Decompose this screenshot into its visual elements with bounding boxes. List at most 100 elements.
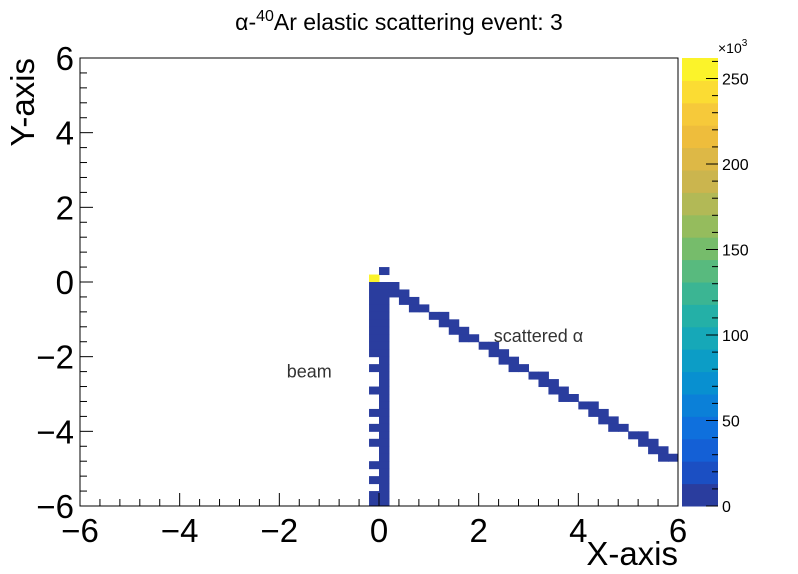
colorbar-segment bbox=[682, 394, 718, 417]
bin-cell bbox=[598, 408, 609, 417]
colorbar-segment bbox=[682, 125, 718, 149]
bin-cell bbox=[379, 267, 390, 276]
colorbar-tick-label: 150 bbox=[722, 243, 749, 260]
x-axis-label: X-axis bbox=[586, 535, 678, 572]
bin-cell bbox=[588, 401, 599, 410]
x-tick-labels: −6 −4 −2 0 2 4 6 bbox=[61, 512, 687, 549]
bin-cell bbox=[379, 438, 390, 447]
bin-cell bbox=[369, 304, 380, 313]
y-tick-label: −2 bbox=[36, 339, 74, 376]
colorbar-segment bbox=[682, 371, 718, 395]
x-tick-label: 2 bbox=[469, 512, 487, 549]
bin-cell bbox=[379, 282, 390, 290]
bin-cell bbox=[608, 416, 619, 425]
x-tick-label: 0 bbox=[370, 512, 388, 549]
bin-cell bbox=[468, 334, 480, 343]
annotations: beam scattered α bbox=[287, 326, 583, 381]
bin-cell bbox=[668, 453, 679, 462]
annotation-label: scattered α bbox=[494, 326, 583, 346]
annotation-label: beam bbox=[287, 362, 332, 382]
bin-cell bbox=[369, 341, 380, 350]
bin-cell bbox=[528, 371, 539, 380]
bin-cell bbox=[458, 334, 470, 343]
colorbar-segment bbox=[682, 326, 718, 350]
bin-cell bbox=[369, 364, 380, 373]
colorbar-segment bbox=[682, 80, 718, 104]
bin-cell bbox=[369, 326, 380, 335]
bin-cell bbox=[548, 386, 559, 395]
bin-cell bbox=[369, 274, 380, 283]
bin-cell bbox=[379, 326, 390, 335]
bin-cell bbox=[379, 319, 390, 328]
bin-cell bbox=[369, 408, 380, 417]
x-tick-label: 6 bbox=[669, 512, 687, 549]
bin-cell bbox=[538, 371, 549, 380]
bin-cell bbox=[388, 289, 400, 298]
colorbar-segment bbox=[682, 416, 718, 440]
bin-cell bbox=[379, 476, 390, 485]
bin-cell bbox=[369, 476, 380, 485]
bin-cell bbox=[379, 401, 390, 410]
bin-cell bbox=[379, 304, 390, 313]
bin-cell bbox=[369, 491, 380, 500]
bin-cell bbox=[379, 468, 390, 477]
y-axis-label: Y-axis bbox=[4, 58, 41, 147]
bin-cell bbox=[379, 498, 390, 507]
bin-cell bbox=[428, 311, 440, 320]
bin-cell bbox=[369, 319, 380, 328]
bin-cell bbox=[379, 311, 390, 320]
bin-cell bbox=[369, 423, 380, 432]
bin-cell bbox=[588, 408, 599, 417]
bin-cell bbox=[648, 438, 659, 447]
colorbar-segment bbox=[682, 304, 718, 328]
colorbar-segment bbox=[682, 170, 718, 193]
bin-cell bbox=[508, 364, 520, 373]
x-tick-label: −6 bbox=[61, 512, 99, 549]
y-tick-label: −4 bbox=[36, 413, 74, 450]
bin-cell bbox=[498, 349, 510, 358]
bin-cell bbox=[369, 349, 380, 358]
color-scale: 0 50 100 150 200 250 bbox=[682, 58, 749, 516]
y-tick-label: 2 bbox=[56, 189, 74, 226]
colorbar-segment bbox=[682, 147, 718, 171]
bin-cell bbox=[369, 461, 380, 470]
bin-cell bbox=[379, 289, 390, 298]
bin-cell bbox=[488, 349, 500, 358]
bin-cell bbox=[488, 341, 500, 350]
bin-cell bbox=[438, 311, 450, 320]
bin-cell bbox=[398, 296, 410, 305]
bin-cell bbox=[388, 282, 400, 290]
colorbar-segment bbox=[682, 214, 718, 238]
bin-cell bbox=[608, 423, 619, 432]
colorbar-multiplier-exponent: 3 bbox=[742, 38, 748, 49]
bin-cell bbox=[379, 431, 390, 440]
bin-cell bbox=[548, 379, 559, 388]
bin-cell bbox=[618, 423, 629, 432]
bin-cell bbox=[558, 394, 569, 402]
histogram-bins bbox=[369, 267, 679, 507]
bin-cell bbox=[369, 498, 380, 507]
bin-cell bbox=[379, 453, 390, 462]
chart-title: α-40Ar elastic scattering event: 3 bbox=[235, 8, 563, 35]
bin-cell bbox=[648, 446, 659, 455]
bin-cell bbox=[498, 356, 510, 365]
bin-cell bbox=[578, 401, 589, 410]
bin-cell bbox=[379, 371, 390, 380]
colorbar-segment bbox=[682, 192, 718, 216]
bin-cell bbox=[598, 416, 609, 425]
bin-cell bbox=[408, 296, 420, 305]
bin-cell bbox=[379, 423, 390, 432]
axis-ticks bbox=[79, 57, 679, 507]
bin-cell bbox=[379, 408, 390, 417]
bin-cell bbox=[379, 416, 390, 425]
bin-cell bbox=[398, 289, 410, 298]
colorbar-tick-label: 200 bbox=[722, 157, 749, 174]
colorbar-segment bbox=[682, 58, 718, 81]
colorbar-tick-label: 100 bbox=[722, 328, 749, 345]
chart-title-superscript: 40 bbox=[256, 8, 274, 25]
colorbar-segment bbox=[682, 461, 718, 485]
bin-cell bbox=[369, 289, 380, 298]
bin-cell bbox=[379, 461, 390, 470]
bin-cell bbox=[638, 431, 649, 440]
